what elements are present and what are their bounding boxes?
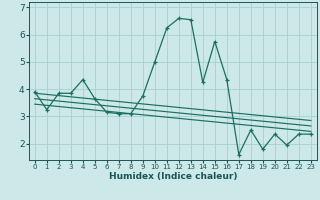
X-axis label: Humidex (Indice chaleur): Humidex (Indice chaleur) xyxy=(108,172,237,181)
